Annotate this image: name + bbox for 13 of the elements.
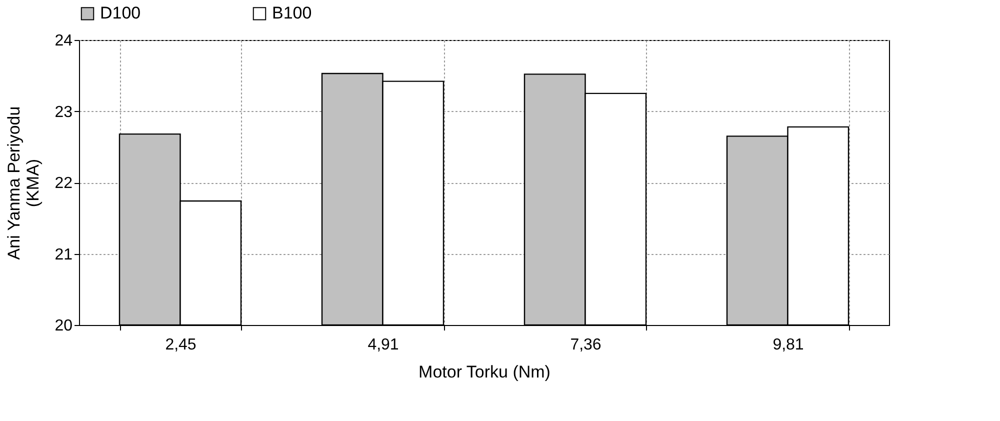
y-tick-label: 24	[54, 32, 73, 50]
y-tick-label: 20	[54, 318, 73, 334]
y-axis-title: Ani Yanma Periyodu (KMA)	[4, 106, 43, 260]
y-tick-label: 21	[54, 246, 73, 264]
legend-label: D100	[100, 4, 141, 23]
x-axis-title: Motor Torku (Nm)	[418, 362, 550, 382]
x-tick-label: 9,81	[772, 336, 804, 354]
x-tick-label: 4,91	[368, 336, 399, 354]
x-tick-label: 2,45	[165, 336, 196, 354]
legend-label: B100	[272, 4, 312, 23]
y-tick-label: 22	[54, 175, 73, 192]
x-tick-label: 7,36	[570, 336, 602, 354]
y-tick-label: 23	[54, 104, 73, 121]
